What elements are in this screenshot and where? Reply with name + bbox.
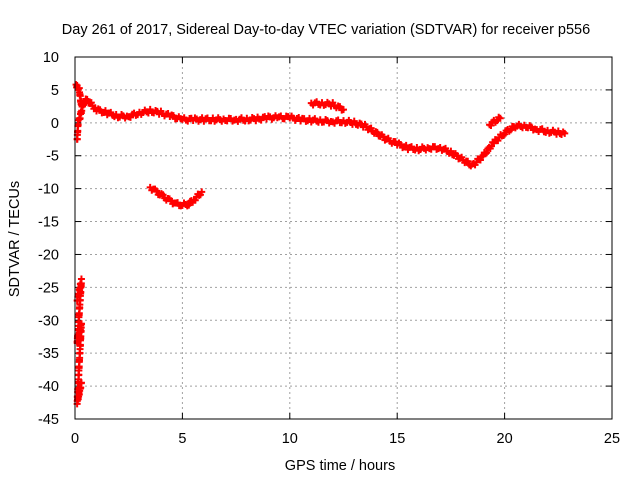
axis-ticks: 0 5 10 15 20 25 10 5 0 -5 -10 -15 -20 -25 -30 -35 -40 -45 (38, 50, 620, 447)
data-point (561, 129, 569, 137)
plot-frame (74, 56, 613, 420)
data-point (336, 103, 344, 111)
data-point (198, 188, 206, 196)
x-tick-label: 0 (71, 431, 79, 447)
y-tick-label: -35 (38, 346, 59, 362)
y-tick-label: -30 (38, 313, 59, 329)
data-point (476, 156, 484, 164)
data-point (185, 201, 193, 209)
data-points (72, 81, 569, 408)
y-tick-label: -10 (38, 182, 59, 198)
data-point (483, 149, 491, 157)
y-tick-label: -5 (46, 149, 59, 165)
y-tick-label: 0 (51, 116, 59, 132)
data-point (501, 130, 509, 138)
data-point (83, 95, 91, 103)
data-point (101, 107, 109, 115)
y-tick-label: -25 (38, 280, 59, 296)
y-tick-label: -40 (38, 379, 59, 395)
x-axis-label: GPS time / hours (285, 458, 395, 474)
data-point (340, 106, 347, 114)
x-tick-label: 5 (178, 431, 186, 447)
x-tick-label: 20 (497, 431, 513, 447)
data-point (79, 102, 87, 110)
y-tick-label: -20 (38, 247, 59, 263)
data-point (77, 379, 85, 387)
y-tick-label: -45 (38, 412, 59, 428)
data-point (402, 141, 410, 149)
chart-title: Day 261 of 2017, Sidereal Day-to-day VTE… (62, 22, 590, 38)
data-point (464, 157, 472, 165)
y-tick-label: 5 (51, 83, 59, 99)
data-point (153, 187, 161, 195)
x-tick-label: 10 (282, 431, 298, 447)
y-axis-label: SDTVAR / TECUs (7, 181, 23, 297)
data-point (447, 147, 455, 155)
x-tick-label: 15 (389, 431, 405, 447)
data-point (191, 196, 199, 204)
data-point (373, 128, 381, 136)
data-point (496, 114, 504, 122)
y-tick-label: 10 (43, 50, 59, 66)
y-tick-label: -15 (38, 215, 59, 231)
x-tick-label: 25 (604, 431, 620, 447)
